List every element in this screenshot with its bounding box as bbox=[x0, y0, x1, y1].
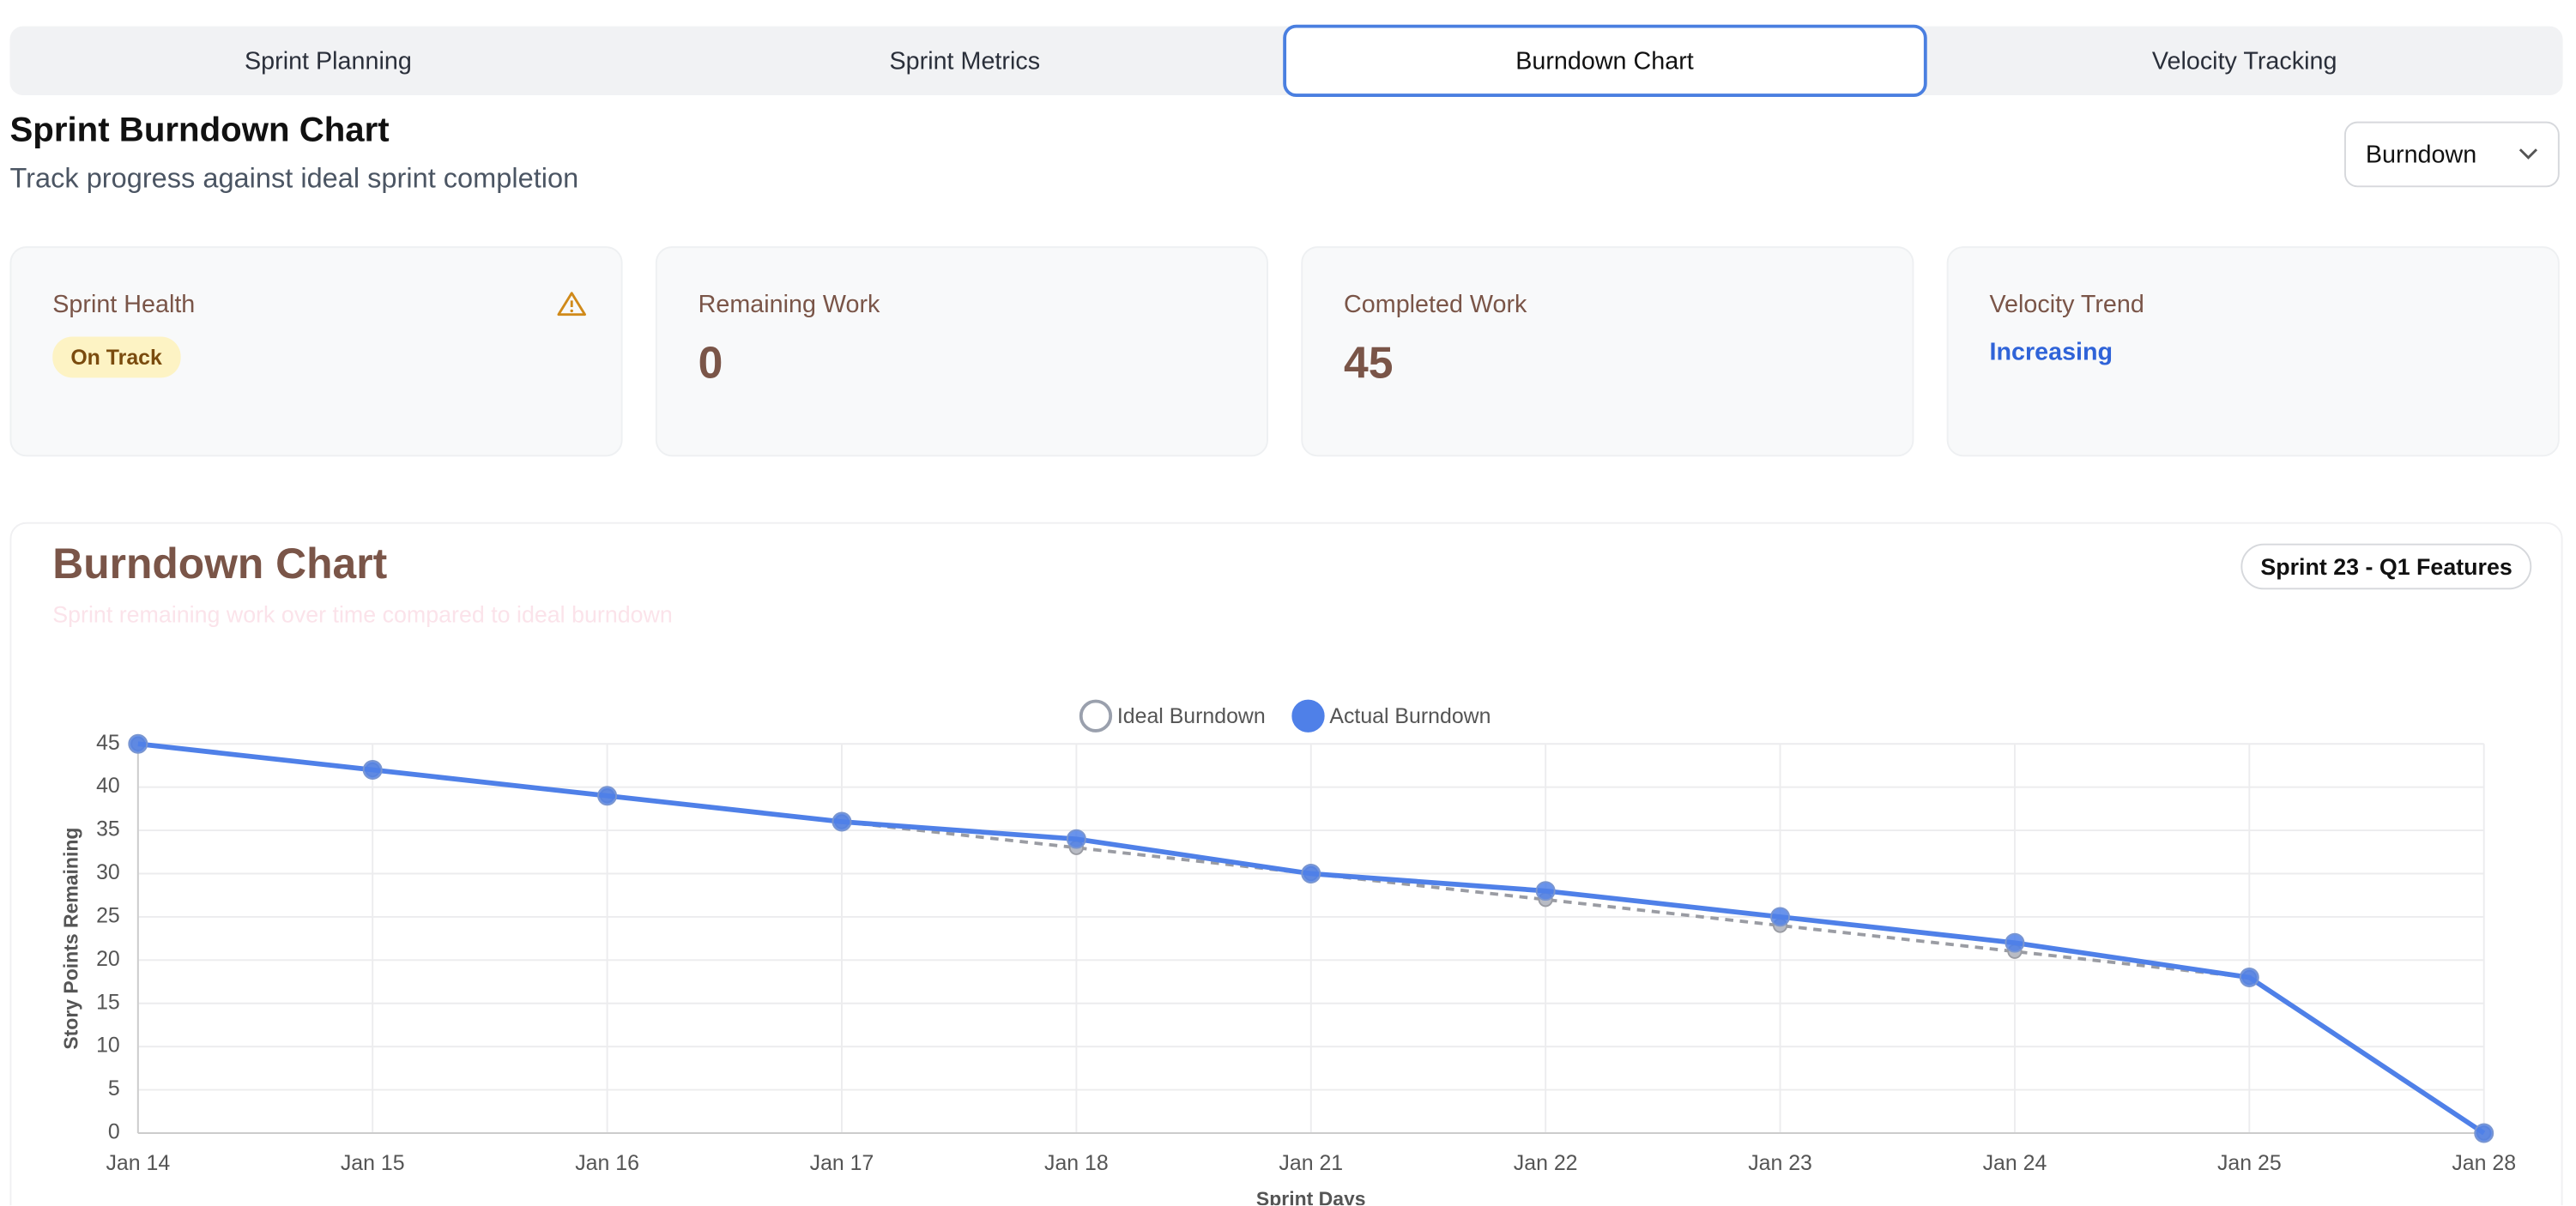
x-tick-label: Jan 24 bbox=[1983, 1151, 2047, 1175]
y-tick-label: 45 bbox=[96, 731, 120, 755]
card: Velocity Trend Increasing bbox=[1946, 246, 2560, 457]
y-tick-label: 10 bbox=[96, 1034, 120, 1058]
status-badge: On Track bbox=[52, 336, 180, 378]
legend-label: Actual Burndown bbox=[1329, 704, 1491, 728]
chart-subtitle: Sprint remaining work over time compared… bbox=[52, 600, 673, 628]
x-tick-label: Jan 25 bbox=[2217, 1151, 2282, 1175]
chevron-icon bbox=[2519, 148, 2538, 160]
x-tick-label: Jan 23 bbox=[1748, 1151, 1812, 1175]
tab[interactable]: Sprint Metrics bbox=[889, 46, 1041, 75]
tab[interactable]: Velocity Tracking bbox=[2151, 46, 2337, 75]
tab-active[interactable]: Burndown Chart bbox=[1283, 24, 1926, 97]
card-label: Velocity Trend bbox=[1989, 290, 2144, 319]
sprint-badge: Sprint 23 - Q1 Features bbox=[2240, 543, 2532, 590]
card-label: Sprint Health bbox=[52, 290, 196, 319]
page-title: Sprint Burndown Chart bbox=[9, 112, 390, 150]
y-axis-label: Story Points Remaining bbox=[59, 828, 82, 1050]
data-point bbox=[128, 733, 148, 754]
card-value: 45 bbox=[1344, 338, 1394, 388]
y-tick-label: 20 bbox=[96, 947, 120, 971]
x-tick-label: Jan 16 bbox=[575, 1151, 639, 1175]
series-line bbox=[137, 742, 2485, 1135]
legend-label: Ideal Burndown bbox=[1117, 704, 1266, 728]
data-point bbox=[2239, 968, 2259, 987]
card-value: 0 bbox=[698, 338, 723, 388]
x-tick-label: Jan 21 bbox=[1279, 1151, 1343, 1175]
card-value: Increasing bbox=[1989, 338, 2113, 366]
card: Completed Work 45 bbox=[1301, 246, 1914, 457]
data-point bbox=[831, 811, 852, 832]
x-tick-label: Jan 17 bbox=[810, 1151, 874, 1175]
chart-panel bbox=[9, 522, 2563, 1206]
y-tick-label: 35 bbox=[96, 817, 120, 841]
x-tick-label: Jan 22 bbox=[1514, 1151, 1578, 1175]
dropdown-value: Burndown bbox=[2365, 140, 2477, 169]
x-tick-label: Jan 28 bbox=[2452, 1151, 2516, 1175]
y-tick-label: 5 bbox=[108, 1076, 120, 1100]
data-point bbox=[362, 760, 383, 781]
legend-swatch bbox=[1079, 699, 1113, 733]
warning-icon bbox=[557, 292, 586, 317]
data-point bbox=[2474, 1123, 2494, 1143]
page-subtitle: Track progress against ideal sprint comp… bbox=[9, 162, 579, 194]
y-tick-label: 15 bbox=[96, 990, 120, 1014]
x-tick-label: Jan 18 bbox=[1044, 1151, 1109, 1175]
data-point bbox=[597, 786, 618, 806]
card-label: Remaining Work bbox=[698, 290, 880, 319]
x-axis-label: Sprint Days bbox=[1256, 1188, 1366, 1206]
data-point bbox=[1535, 881, 1556, 901]
card-label: Completed Work bbox=[1344, 290, 1527, 319]
data-point bbox=[1066, 829, 1086, 849]
tab[interactable]: Sprint Planning bbox=[245, 46, 412, 75]
card: Sprint Health On Track bbox=[9, 246, 623, 457]
data-point bbox=[1770, 907, 1791, 927]
legend-swatch bbox=[1291, 699, 1325, 733]
y-tick-label: 25 bbox=[96, 904, 120, 928]
y-tick-label: 40 bbox=[96, 774, 120, 798]
y-tick-label: 0 bbox=[108, 1120, 120, 1144]
view-dropdown[interactable]: Burndown bbox=[2343, 121, 2560, 188]
chart-title: Burndown Chart bbox=[52, 538, 388, 588]
data-point bbox=[1301, 864, 1321, 884]
x-tick-label: Jan 14 bbox=[106, 1151, 170, 1175]
y-tick-label: 30 bbox=[96, 860, 120, 884]
tab-bar: Sprint Planning Sprint Metrics Burndown … bbox=[9, 24, 2563, 97]
card: Remaining Work 0 bbox=[655, 246, 1268, 457]
data-point bbox=[2005, 932, 2025, 953]
x-tick-label: Jan 15 bbox=[341, 1151, 405, 1175]
